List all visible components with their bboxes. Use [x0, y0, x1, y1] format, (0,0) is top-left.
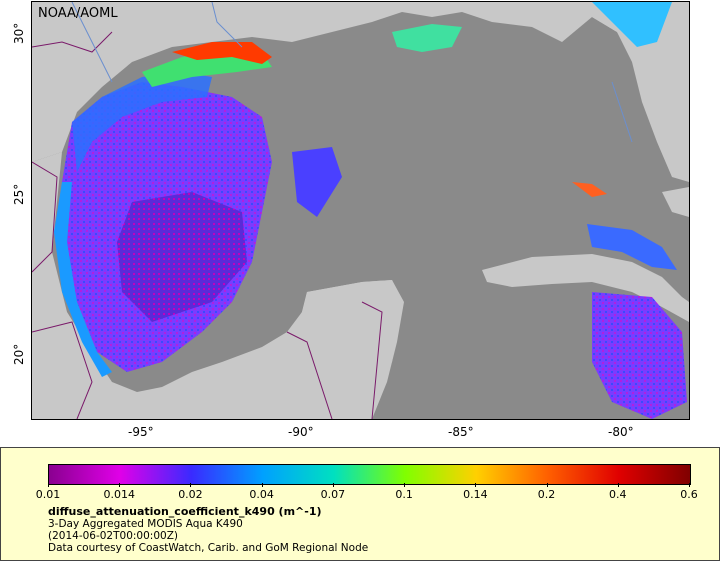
- color-scale-label: 0.01: [35, 488, 61, 501]
- mississippi-coast-green: [392, 24, 462, 52]
- color-scale-tick: [546, 483, 548, 487]
- legend-variable-name: diffuse_attenuation_coefficient_k490 (m^…: [48, 505, 322, 518]
- florida-river: [611, 81, 633, 143]
- cuba-island: [482, 254, 689, 322]
- mexico-state-border: [32, 161, 58, 273]
- mexico-state-border-2: [32, 321, 93, 419]
- color-scale-label: 0.4: [609, 488, 627, 501]
- cuba-north-strip: [587, 224, 677, 270]
- color-scale-label: 0.014: [103, 488, 135, 501]
- land-layer: [32, 2, 689, 419]
- color-scale-bar: [48, 464, 691, 485]
- lon-tick-label: -80°: [608, 425, 634, 439]
- central-gulf-blue-patches: [292, 147, 342, 217]
- bahamas-land: [662, 187, 689, 217]
- texas-river: [71, 2, 113, 83]
- us-gulf-coast-land: [32, 2, 689, 162]
- western-gulf-magenta-patch: [117, 192, 247, 322]
- lat-tick-label: 30°: [12, 22, 26, 44]
- florida-west-coast: [572, 182, 607, 197]
- color-scale-tick: [48, 483, 49, 487]
- color-scale-label: 0.07: [320, 488, 346, 501]
- color-scale-tick: [190, 483, 192, 487]
- legend-panel: diffuse_attenuation_coefficient_k490 (m^…: [0, 447, 720, 561]
- mexico-coast-strip: [54, 182, 112, 377]
- legend-credit: Data courtesy of CoastWatch, Carib. and …: [48, 542, 369, 554]
- legend-description: 3-Day Aggregated MODIS Aqua K490: [48, 518, 243, 530]
- yucatan-peninsula: [272, 280, 404, 419]
- color-scale-tick: [475, 483, 477, 487]
- us-state-border: [32, 31, 113, 53]
- color-scale-label: 0.1: [395, 488, 413, 501]
- yucatan-border-2: [361, 301, 383, 419]
- color-scale-tick: [689, 483, 690, 487]
- color-scale-label: 0.14: [463, 488, 488, 501]
- caribbean-blue: [592, 292, 687, 419]
- boundary-lines: [32, 2, 633, 419]
- color-scale-label: 0.2: [537, 488, 556, 501]
- louisiana-coast-red: [172, 42, 272, 64]
- gulf-of-mexico-map: [32, 2, 689, 419]
- color-scale-label: 0.02: [178, 488, 203, 501]
- color-scale-tick: [332, 483, 334, 487]
- color-scale-label: 0.6: [680, 488, 698, 501]
- florida-east-coast: [592, 2, 672, 47]
- map-panel: NOAA/AOML: [31, 1, 690, 420]
- yucatan-border: [286, 331, 333, 419]
- legend-time: (2014-06-02T00:00:00Z): [48, 530, 178, 542]
- color-scale-label: 0.04: [249, 488, 274, 501]
- k490-data-layer: [54, 2, 687, 419]
- map-brand-label: NOAA/AOML: [38, 6, 118, 21]
- lon-tick-label: -85°: [448, 425, 474, 439]
- lat-tick-label: 25°: [12, 183, 26, 205]
- color-scale-tick: [261, 483, 263, 487]
- color-scale-tick: [404, 483, 406, 487]
- mississippi-river: [211, 2, 243, 48]
- texas-coast-blue: [72, 72, 212, 172]
- lon-tick-label: -90°: [288, 425, 314, 439]
- color-scale-tick: [119, 483, 121, 487]
- lat-tick-label: 20°: [12, 343, 26, 365]
- color-scale-tick: [617, 483, 619, 487]
- florida-peninsula: [552, 2, 689, 182]
- lon-tick-label: -95°: [128, 425, 154, 439]
